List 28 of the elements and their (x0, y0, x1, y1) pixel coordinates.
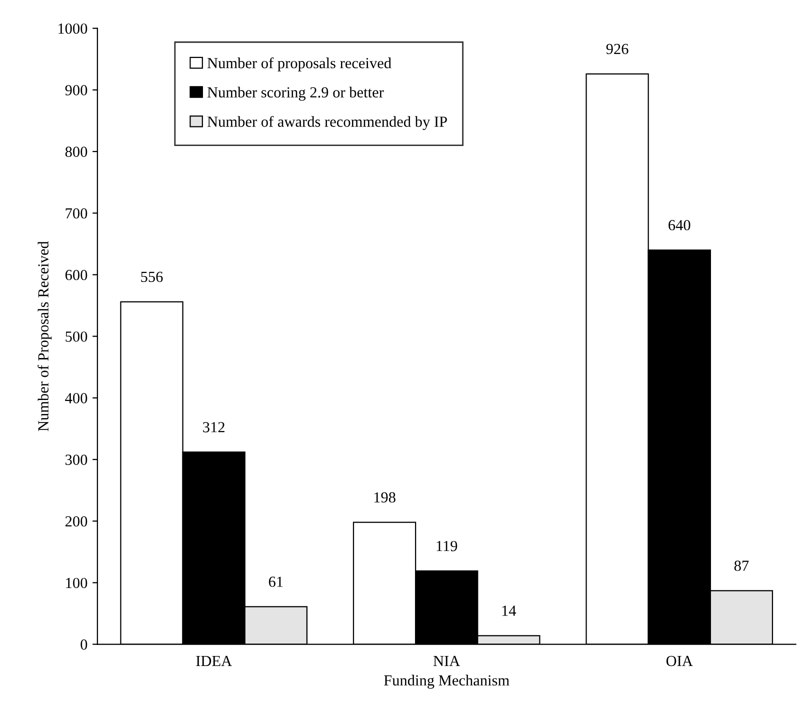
legend-label: Number of proposals received (207, 57, 392, 72)
data-label: 640 (668, 220, 690, 230)
x-tick-label: NIA (433, 656, 460, 666)
x-axis-title: Funding Mechanism (384, 674, 510, 689)
data-label: 87 (734, 560, 749, 571)
y-tick-label: 700 (66, 208, 88, 219)
y-tick-label: 400 (65, 393, 88, 404)
legend-label: Number scoring 2.9 or better (207, 86, 384, 101)
data-label: 119 (436, 540, 458, 552)
y-tick-label: 1000 (58, 23, 88, 34)
x-tick-label: IDEA (196, 656, 232, 666)
y-tick-label: 800 (65, 146, 88, 157)
y-tick-label: 100 (66, 578, 88, 588)
data-label: 556 (141, 272, 163, 282)
y-tick-label: 300 (66, 454, 88, 465)
y-axis-title: Number of Proposals Received (38, 241, 52, 432)
y-tick-label: 900 (65, 85, 88, 96)
y-tick-label: 600 (65, 270, 88, 280)
data-label: 14 (502, 606, 516, 616)
y-tick-label: 500 (66, 331, 88, 342)
data-label: 61 (268, 576, 283, 587)
y-tick-label: 0 (80, 639, 88, 650)
data-label: 198 (374, 492, 396, 503)
legend-label: Number of awards recommended by IP (207, 116, 447, 130)
y-tick-label: 200 (65, 516, 88, 527)
data-label: 926 (606, 44, 628, 54)
x-tick-label: OIA (666, 656, 693, 666)
data-label: 312 (203, 422, 224, 432)
